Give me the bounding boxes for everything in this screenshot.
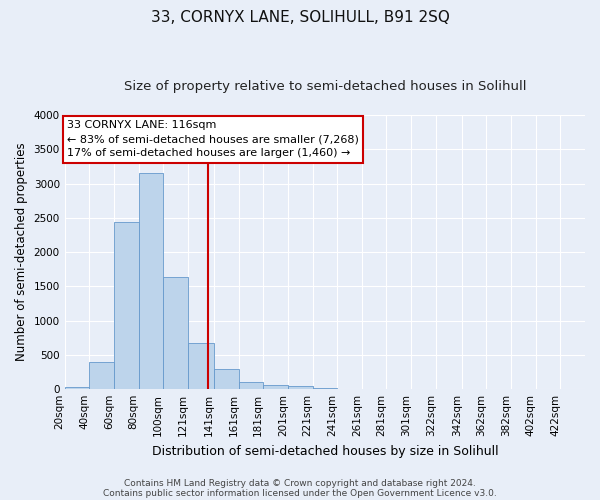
Y-axis label: Number of semi-detached properties: Number of semi-detached properties	[15, 143, 28, 362]
Text: 33 CORNYX LANE: 116sqm
← 83% of semi-detached houses are smaller (7,268)
17% of : 33 CORNYX LANE: 116sqm ← 83% of semi-det…	[67, 120, 359, 158]
Bar	[239, 382, 263, 389]
X-axis label: Distribution of semi-detached houses by size in Solihull: Distribution of semi-detached houses by …	[152, 444, 498, 458]
Bar	[313, 388, 337, 389]
Text: Contains public sector information licensed under the Open Government Licence v3: Contains public sector information licen…	[103, 488, 497, 498]
Bar	[188, 342, 214, 389]
Bar	[65, 387, 89, 389]
Bar	[288, 386, 313, 389]
Bar	[214, 370, 239, 389]
Text: Contains HM Land Registry data © Crown copyright and database right 2024.: Contains HM Land Registry data © Crown c…	[124, 478, 476, 488]
Bar	[263, 385, 288, 389]
Bar	[114, 222, 139, 389]
Text: 33, CORNYX LANE, SOLIHULL, B91 2SQ: 33, CORNYX LANE, SOLIHULL, B91 2SQ	[151, 10, 449, 25]
Title: Size of property relative to semi-detached houses in Solihull: Size of property relative to semi-detach…	[124, 80, 526, 93]
Bar	[163, 277, 188, 389]
Bar	[139, 174, 163, 389]
Bar	[89, 362, 114, 389]
